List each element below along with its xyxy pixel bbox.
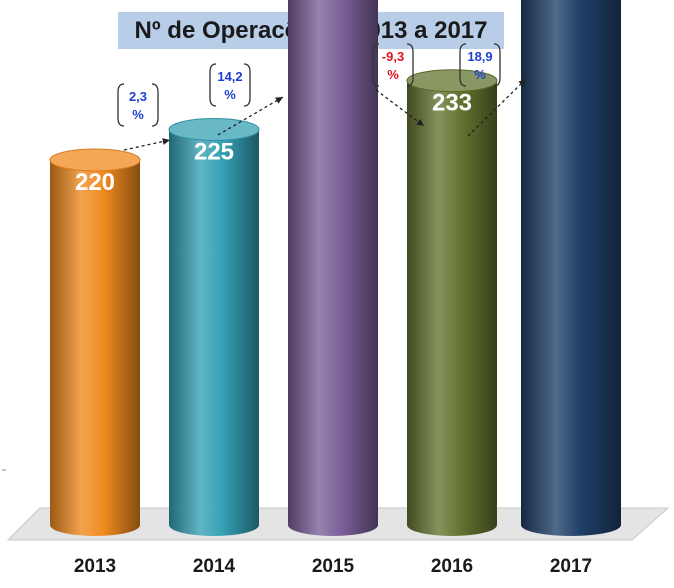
change-arrow-line <box>217 96 284 136</box>
change-unit: % <box>132 107 144 122</box>
change-annotation: 14,2% <box>209 63 284 136</box>
bar-2014 <box>168 118 260 536</box>
change-unit: % <box>387 67 399 82</box>
bracket-right <box>406 43 414 87</box>
change-arrow-head <box>275 97 283 104</box>
labels-layer: 22020132252014257201523320162772017 <box>74 90 592 577</box>
change-arrow-head <box>162 138 170 145</box>
change-annotation: 2,3% <box>117 83 171 151</box>
bar-body <box>521 0 621 536</box>
bracket-left <box>209 63 217 107</box>
value-label: 225 <box>194 139 234 166</box>
change-value: 2,3 <box>129 89 147 104</box>
x-tick-label: 2017 <box>550 556 592 577</box>
change-annotation: 18,9% <box>459 43 527 137</box>
change-value: 14,2 <box>217 69 242 84</box>
bar-2016 <box>406 69 498 536</box>
value-label: 220 <box>75 169 115 196</box>
bar-top <box>406 69 498 93</box>
bracket-right <box>151 83 159 127</box>
bracket-right <box>493 43 501 87</box>
change-value: 18,9 <box>467 49 492 64</box>
change-unit: % <box>474 67 486 82</box>
change-arrow-head <box>518 79 526 87</box>
bar-body <box>50 160 140 536</box>
change-value: -9,3 <box>382 49 404 64</box>
change-annotation: -9,3% <box>372 43 425 127</box>
annotations-layer: 2,3%14,2%-9,3%18,9% <box>117 43 527 151</box>
bar-2013 <box>49 148 141 536</box>
bars-layer <box>49 0 621 536</box>
bracket-left <box>459 43 467 87</box>
change-arrow-line <box>123 139 171 151</box>
value-label: 233 <box>432 90 472 117</box>
bar-2015 <box>288 0 378 536</box>
bar-2017 <box>521 0 621 536</box>
bar-top <box>168 118 260 141</box>
change-arrow-head <box>416 118 424 126</box>
change-arrow-line <box>467 78 527 137</box>
bar-body <box>407 80 497 536</box>
x-tick-label: 2014 <box>193 556 236 577</box>
bar-body <box>169 129 259 536</box>
x-tick-label: 2016 <box>431 556 473 577</box>
bracket-right <box>243 63 251 107</box>
bar-top <box>49 148 141 172</box>
bracket-left <box>372 43 380 87</box>
change-arrow-line <box>375 89 425 127</box>
bracket-left <box>117 83 125 127</box>
x-tick-label: 2015 <box>312 556 355 577</box>
bar-body <box>288 0 378 536</box>
x-tick-label: 2013 <box>74 556 116 577</box>
change-unit: % <box>224 87 236 102</box>
